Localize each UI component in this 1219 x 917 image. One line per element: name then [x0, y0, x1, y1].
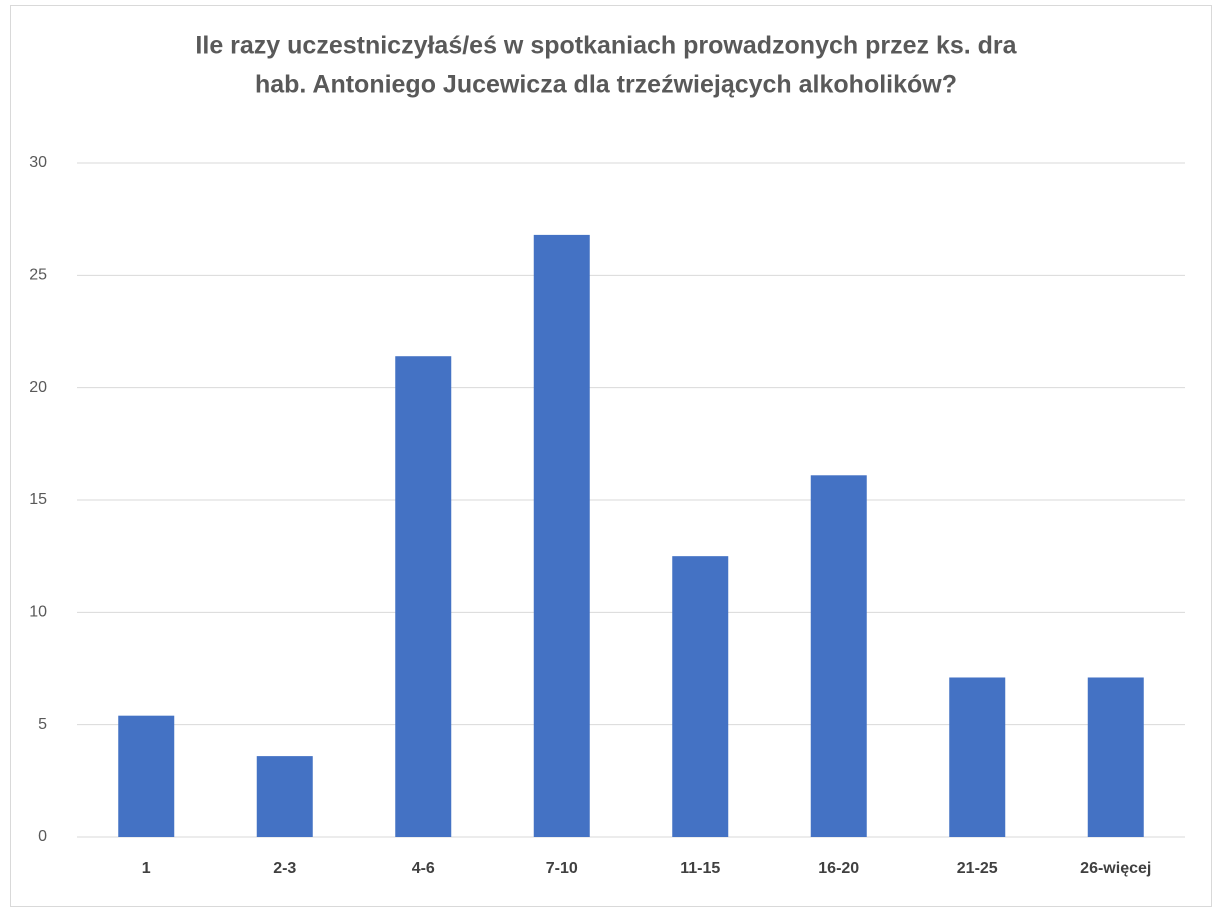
bar [949, 677, 1006, 837]
y-tick-label: 5 [38, 716, 47, 733]
chart-title: hab. Antoniego Jucewicza dla trzeźwiejąc… [255, 71, 957, 99]
bar [810, 475, 867, 837]
bar [533, 234, 590, 838]
bar [118, 715, 175, 837]
y-tick-label: 15 [29, 491, 47, 508]
bar [256, 756, 313, 837]
y-tick-label: 25 [29, 267, 47, 284]
chart-title: Ile razy uczestniczyłaś/eś w spotkaniach… [195, 32, 1017, 60]
y-tick-label: 0 [38, 828, 47, 845]
x-tick-label: 21-25 [957, 860, 998, 877]
x-tick-label: 1 [142, 860, 151, 877]
x-tick-label: 2-3 [273, 860, 296, 877]
y-tick-label: 30 [29, 154, 47, 171]
x-tick-label: 11-15 [680, 860, 720, 877]
x-tick-label: 4-6 [412, 860, 435, 877]
y-tick-label: 10 [29, 604, 47, 621]
x-tick-label: 7-10 [546, 860, 578, 877]
x-tick-label: 26-więcej [1080, 860, 1151, 877]
bar [1087, 677, 1144, 837]
chart-frame [10, 5, 1212, 907]
y-tick-label: 20 [29, 379, 47, 396]
bar [395, 356, 452, 837]
bar [672, 556, 729, 837]
x-tick-label: 16-20 [818, 860, 859, 877]
